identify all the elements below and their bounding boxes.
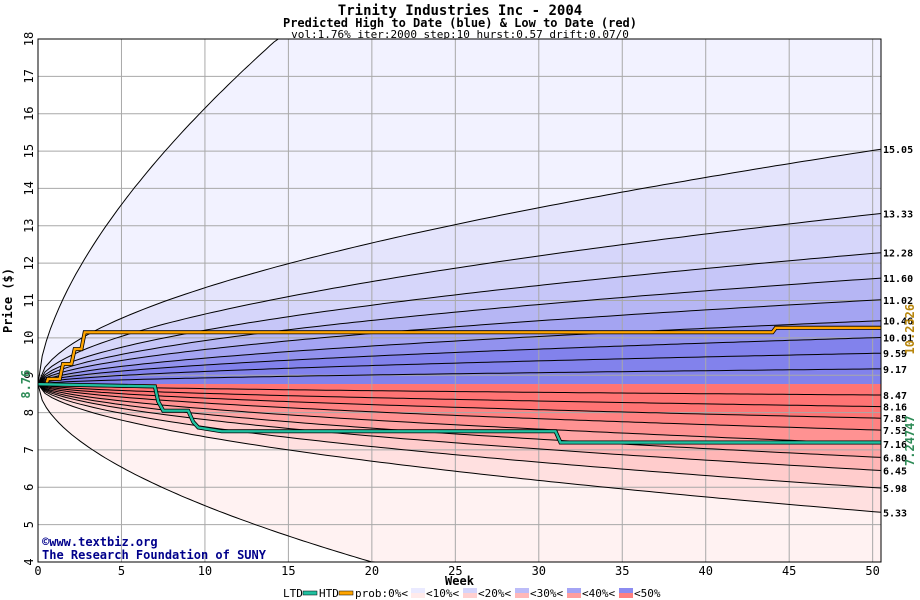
legend-swatch-red-1 [463, 593, 477, 598]
low-band-line-6 [37, 383, 882, 419]
low-band-line-0 [37, 383, 882, 513]
y-tick-label-7: 11 [22, 293, 36, 307]
legend-label-3: <10%< [426, 587, 459, 600]
chart-params: vol:1.76% iter:2000 step:10 hurst:0.57 d… [291, 28, 629, 41]
credit-organization: The Research Foundation of SUNY [42, 548, 266, 562]
low-band-line-8 [37, 383, 881, 396]
high-band-label-1: 13.33 [883, 209, 913, 220]
x-tick-label-1: 5 [118, 564, 125, 578]
chart-subtitle: Predicted High to Date (blue) & Low to D… [282, 16, 637, 30]
low-band-label-0: 8.47 [883, 391, 907, 402]
y-tick-label-0: 4 [22, 558, 36, 565]
low-band-label-1: 8.16 [883, 403, 907, 414]
legend-swatch-ltd [302, 590, 318, 596]
high-band-label-2: 12.28 [883, 249, 913, 260]
high-band-fill-9 [38, 368, 881, 385]
start-price-label: 8.76 [19, 370, 33, 399]
legend-swatch-blue-2 [515, 588, 529, 593]
legend-label-5: <30%< [530, 587, 563, 600]
x-tick-label-4: 20 [365, 564, 379, 578]
legend-label-htd: HTD [319, 587, 339, 600]
high-band-label-0: 15.05 [883, 145, 913, 156]
low-band-label-4: 7.16 [883, 440, 907, 451]
legend-label-6: <40%< [582, 587, 615, 600]
high-band-label-4: 11.02 [883, 296, 913, 307]
low-band-label-2: 7.85 [883, 414, 907, 425]
ltd-end-label: 7.24747 [903, 415, 917, 466]
high-band-line-4 [37, 299, 882, 385]
x-tick-label-0: 0 [34, 564, 41, 578]
high-band-line-3 [37, 277, 882, 385]
x-tick-label-7: 35 [615, 564, 629, 578]
y-tick-label-4: 8 [22, 409, 36, 416]
y-tick-label-6: 10 [22, 331, 36, 345]
high-band-line-1 [37, 213, 882, 385]
high-band-line-6 [37, 337, 882, 385]
y-tick-label-12: 16 [22, 106, 36, 120]
low-band-line-7 [37, 383, 882, 408]
y-tick-label-11: 15 [22, 144, 36, 158]
htd-end-label: 10.2326 [903, 304, 917, 355]
credit-website: ©www.textbiz.org [42, 535, 158, 549]
y-tick-label-13: 17 [22, 69, 36, 83]
legend-swatch-blue-4 [619, 588, 633, 593]
legend-swatch-blue-1 [463, 588, 477, 593]
low-band-label-3: 7.53 [883, 426, 907, 437]
high-band-label-8: 9.17 [883, 365, 907, 376]
low-band-line-5 [37, 383, 882, 431]
high-band-line-0 [37, 148, 882, 385]
legend-swatch-red-3 [567, 593, 581, 598]
y-tick-label-8: 12 [22, 256, 36, 270]
x-axis-title: Week [445, 574, 475, 588]
x-tick-label-10: 50 [865, 564, 879, 578]
high-band-line-5 [37, 320, 882, 385]
x-tick-label-3: 15 [281, 564, 295, 578]
legend-swatch-red-4 [619, 593, 633, 598]
legend-label-ltd: LTD [283, 587, 303, 600]
legend-swatch-htd [338, 590, 354, 596]
y-tick-label-9: 13 [22, 219, 36, 233]
legend-swatch-blue-0 [411, 588, 425, 593]
y-tick-label-3: 7 [22, 446, 36, 453]
low-band-label-6: 6.45 [883, 466, 907, 477]
x-tick-label-9: 45 [782, 564, 796, 578]
y-axis-title: Price ($) [1, 268, 15, 333]
chart-title: Trinity Industries Inc - 2004 [337, 3, 583, 19]
x-tick-label-5: 25 [448, 564, 462, 578]
legend-label-7: <50% [634, 587, 661, 600]
ltd-line [37, 383, 881, 444]
low-band-label-8: 5.33 [883, 508, 907, 519]
high-band-line-7 [37, 352, 882, 385]
legend-swatch-red-0 [411, 593, 425, 598]
low-band-line-4 [37, 383, 882, 445]
high-band-label-7: 9.59 [883, 349, 907, 360]
htd-line [38, 326, 881, 386]
y-tick-label-14: 18 [22, 32, 36, 46]
high-band-line-2 [37, 252, 882, 385]
low-band-fill-9 [38, 384, 881, 395]
legend-swatch-red-2 [515, 593, 529, 598]
plot-frame [37, 38, 882, 563]
high-band-label-5: 10.46 [883, 317, 913, 328]
y-tick-label-10: 14 [22, 181, 36, 195]
legend-swatch-blue-3 [567, 588, 581, 593]
low-band-label-5: 6.80 [883, 453, 907, 464]
low-band-line-1 [37, 383, 882, 489]
high-band-line-8 [37, 368, 881, 385]
high-band-label-6: 10.01 [883, 333, 913, 344]
y-tick-label-2: 6 [22, 484, 36, 491]
low-band-line-2 [37, 383, 882, 471]
legend-label-4: <20%< [478, 587, 511, 600]
y-tick-label-1: 5 [22, 521, 36, 528]
legend-label-prob: prob:0%< [355, 587, 408, 600]
high-band-label-3: 11.60 [883, 274, 913, 285]
low-band-label-7: 5.98 [883, 484, 907, 495]
y-tick-label-5: 9 [22, 372, 36, 379]
x-tick-label-8: 40 [698, 564, 712, 578]
x-tick-label-2: 10 [198, 564, 212, 578]
x-tick-label-6: 30 [532, 564, 546, 578]
